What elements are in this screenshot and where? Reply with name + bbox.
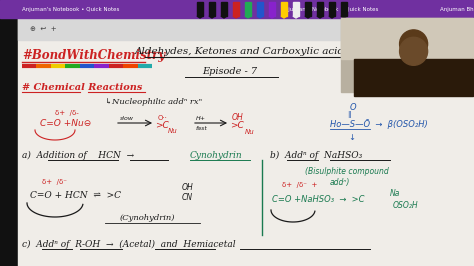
Text: H+: H+	[196, 115, 206, 120]
Bar	[341, 18, 473, 59]
Text: CN: CN	[182, 193, 193, 202]
Text: ✎ Shapes    ✎ Ink to Shape: ✎ Shapes ✎ Ink to Shape	[360, 26, 445, 32]
Text: δ+  /δ⁻: δ+ /δ⁻	[42, 179, 67, 185]
Bar	[233, 2, 239, 16]
Text: Anjuman's Notebook • Quick Notes: Anjuman's Notebook • Quick Notes	[22, 6, 119, 11]
Text: Anjuman's Notebook • Quick Notes: Anjuman's Notebook • Quick Notes	[281, 6, 379, 11]
Polygon shape	[221, 16, 227, 18]
Text: ⊕  ↩  +: ⊕ ↩ +	[30, 26, 56, 32]
Text: # Chemical Reactions: # Chemical Reactions	[22, 82, 142, 92]
Polygon shape	[245, 16, 251, 18]
Text: C=O +NaHSO₃  →  >C: C=O +NaHSO₃ → >C	[272, 196, 365, 205]
Bar	[269, 2, 275, 16]
Circle shape	[400, 30, 428, 58]
Text: Ho—S—Ō  →  β(OSO₂H): Ho—S—Ō → β(OSO₂H)	[330, 119, 428, 129]
Bar	[329, 2, 335, 16]
Bar	[317, 2, 323, 16]
Polygon shape	[233, 16, 239, 18]
Polygon shape	[293, 16, 299, 18]
Text: Episode - 7: Episode - 7	[202, 68, 257, 77]
Text: OH: OH	[232, 113, 244, 122]
Polygon shape	[305, 16, 311, 18]
Bar	[209, 2, 215, 16]
Circle shape	[400, 37, 428, 65]
Polygon shape	[257, 16, 263, 18]
Bar	[293, 2, 299, 16]
Polygon shape	[209, 16, 215, 18]
Text: Aldehydes, Ketones and Carboxylic acid: Aldehydes, Ketones and Carboxylic acid	[135, 48, 345, 56]
Text: δ+  /δ-: δ+ /δ-	[55, 110, 79, 116]
Text: O··: O··	[158, 115, 168, 121]
Text: (Cynohydrin): (Cynohydrin)	[120, 214, 175, 222]
Text: OSO₂H: OSO₂H	[393, 201, 419, 210]
Bar	[354, 59, 473, 96]
Polygon shape	[341, 16, 347, 18]
Bar	[341, 2, 347, 16]
Polygon shape	[197, 16, 203, 18]
Bar	[197, 2, 203, 16]
Bar	[245, 2, 251, 16]
Bar	[281, 2, 287, 16]
Bar	[0, 0, 474, 18]
Polygon shape	[269, 16, 275, 18]
Text: fast: fast	[196, 126, 208, 131]
Text: #BondWithChemistry: #BondWithChemistry	[22, 48, 165, 61]
Bar	[0, 0, 18, 266]
Text: Na: Na	[390, 189, 401, 197]
Polygon shape	[329, 16, 335, 18]
Bar	[257, 2, 263, 16]
Text: C=O +Nu⊖: C=O +Nu⊖	[40, 118, 91, 127]
Text: Nu: Nu	[245, 129, 255, 135]
Text: a)  Addition of    HCN  →: a) Addition of HCN →	[22, 151, 134, 160]
Bar	[18, 18, 474, 40]
Text: ↓: ↓	[348, 134, 355, 143]
Text: slow: slow	[120, 115, 134, 120]
Bar	[341, 18, 473, 92]
Text: Nu: Nu	[168, 128, 178, 134]
Text: c)  Addⁿ of  R-OH  →  (Acetal)  and  Hemiacetal: c) Addⁿ of R-OH → (Acetal) and Hemiaceta…	[22, 239, 236, 248]
Text: >C: >C	[230, 120, 244, 130]
Polygon shape	[317, 16, 323, 18]
Text: ↳Nucleophilic addⁿ rxⁿ: ↳Nucleophilic addⁿ rxⁿ	[105, 98, 202, 106]
Text: >C: >C	[155, 120, 169, 130]
Text: C=O + HCN  ⇌  >C: C=O + HCN ⇌ >C	[30, 190, 121, 200]
Text: addⁿ): addⁿ)	[330, 177, 350, 186]
Text: O: O	[350, 103, 356, 113]
Bar	[221, 2, 227, 16]
Text: b)  Addⁿ of  NaHSO₃: b) Addⁿ of NaHSO₃	[270, 151, 362, 160]
Text: Anjuman Bha...: Anjuman Bha...	[440, 6, 474, 11]
Bar	[305, 2, 311, 16]
Text: ||: ||	[347, 111, 352, 118]
Text: δ+  /δ⁻  +: δ+ /δ⁻ +	[282, 182, 318, 188]
Text: (Bisulphite compound: (Bisulphite compound	[305, 168, 389, 177]
Text: Cynohydrin: Cynohydrin	[190, 151, 243, 160]
Polygon shape	[281, 16, 287, 18]
Text: OH: OH	[182, 184, 194, 193]
